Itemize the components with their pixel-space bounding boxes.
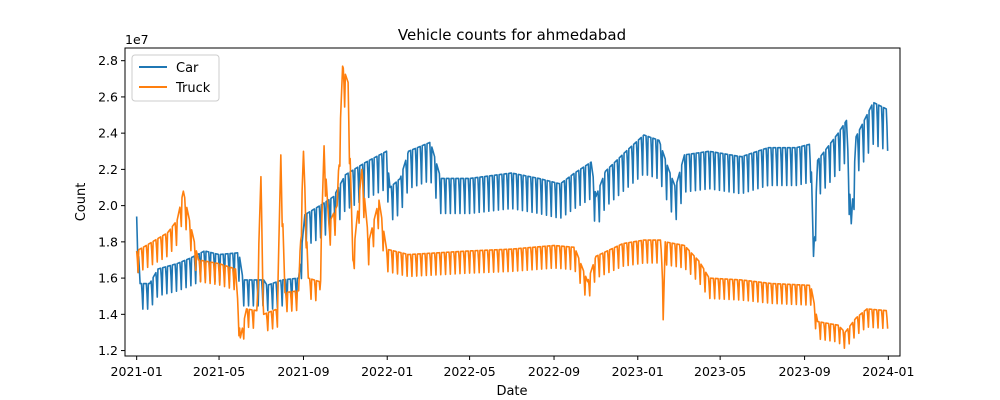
x-tick-label: 2021-05 bbox=[193, 364, 245, 379]
axes-frame bbox=[124, 47, 901, 357]
x-tick-label: 2023-01 bbox=[612, 364, 664, 379]
y-tick-label: 2.8 bbox=[98, 53, 118, 68]
series-line-truck bbox=[135, 65, 889, 350]
x-tick-label: 2023-05 bbox=[694, 364, 746, 379]
x-tick-label: 2024-01 bbox=[862, 364, 914, 379]
y-exponent-label: 1e7 bbox=[125, 32, 149, 47]
series-layer bbox=[135, 65, 889, 350]
y-tick-label: 2.2 bbox=[98, 162, 118, 177]
x-tick-label: 2022-01 bbox=[361, 364, 413, 379]
y-tick-label: 2.4 bbox=[98, 126, 118, 141]
x-tick-label: 2022-09 bbox=[528, 364, 580, 379]
x-tick-label: 2021-01 bbox=[111, 364, 163, 379]
y-tick-label: 1.8 bbox=[98, 234, 118, 249]
legend: Car Truck bbox=[131, 54, 220, 102]
plot-area bbox=[124, 47, 901, 357]
x-axis-ticks: 2021-01 2021-05 2021-09 2022-01 2022-05 2022-… bbox=[111, 356, 914, 379]
legend-label-car: Car bbox=[176, 61, 199, 76]
x-tick-label: 2022-05 bbox=[443, 364, 495, 379]
y-axis-label: Count bbox=[74, 183, 89, 222]
y-tick-label: 1.4 bbox=[98, 307, 118, 322]
series-line-car bbox=[135, 101, 889, 312]
x-axis-label: Date bbox=[496, 384, 527, 399]
x-tick-label: 2021-09 bbox=[277, 364, 329, 379]
y-axis-ticks: 1.2 1.4 1.6 1.8 2.0 2.2 2.4 2.6 2.8 bbox=[98, 53, 125, 358]
legend-label-truck: Truck bbox=[175, 81, 211, 96]
y-tick-label: 2.0 bbox=[98, 198, 118, 213]
x-tick-label: 2023-09 bbox=[778, 364, 830, 379]
y-tick-label: 1.2 bbox=[98, 343, 118, 358]
chart-title: Vehicle counts for ahmedabad bbox=[398, 26, 626, 44]
y-tick-label: 2.6 bbox=[98, 89, 118, 104]
y-tick-label: 1.6 bbox=[98, 271, 118, 286]
